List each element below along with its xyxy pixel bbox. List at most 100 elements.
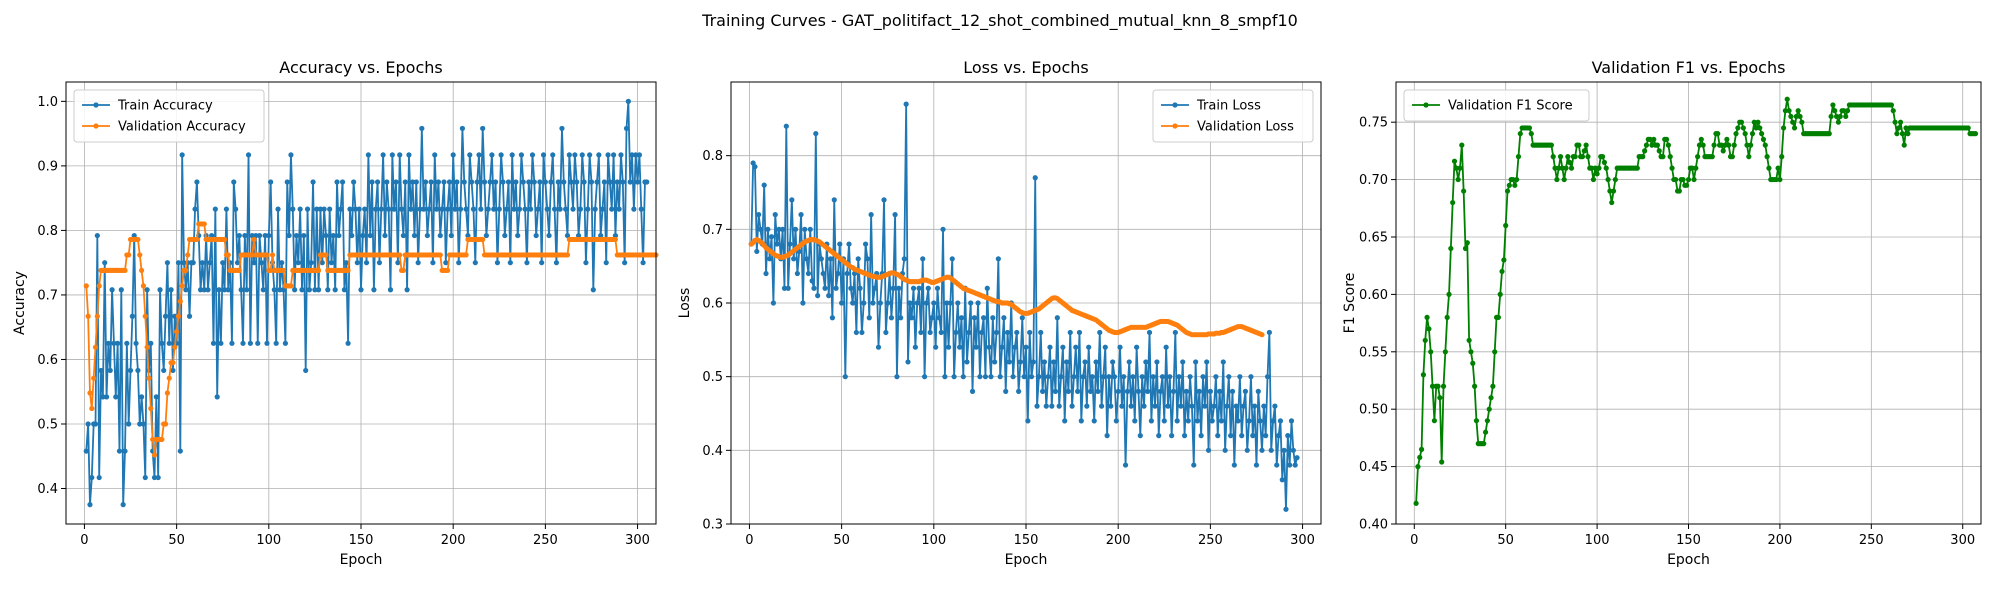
data-point [1218,418,1225,424]
data-point [1470,360,1476,366]
x-tick-label: 300 [1950,533,1975,548]
data-point [356,206,362,212]
x-tick-label: 250 [533,533,558,548]
data-point [592,206,598,212]
data-point [1054,315,1060,321]
x-axis-label: Epoch [1667,552,1710,568]
data-point [1786,108,1792,114]
data-point [339,179,346,185]
data-point [137,252,143,258]
data-point [905,359,911,365]
data-point [92,421,99,427]
data-point [1610,188,1617,194]
data-point [175,260,182,266]
data-point [929,315,935,321]
data-point [1605,176,1611,183]
data-point [1676,188,1682,194]
x-tick-label: 50 [168,533,185,548]
x-tick-label: 200 [441,533,466,548]
data-point [410,179,416,185]
data-point [397,152,403,158]
data-point [417,206,423,212]
data-point [1612,176,1618,183]
data-point [1720,148,1726,154]
data-point [945,344,952,350]
data-point [435,179,442,185]
data-point [1122,462,1129,468]
data-point [83,283,89,289]
x-tick-label: 100 [921,533,946,548]
data-point [109,287,115,293]
data-point [220,260,226,266]
data-point [964,359,970,365]
data-point [1755,119,1761,125]
data-point [1084,403,1090,409]
y-tick-label: 0.4 [37,482,58,497]
data-point [242,232,248,239]
data-point [1032,175,1038,181]
data-point [183,287,189,293]
x-tick-label: 300 [1290,533,1315,548]
data-point [1795,108,1801,114]
data-point [616,206,622,212]
data-point [1501,257,1507,263]
data-point [528,206,534,212]
data-point [301,232,307,239]
data-point [476,152,482,158]
data-point [1132,418,1138,424]
data-point [1784,96,1790,102]
data-point [1030,359,1036,365]
data-point [638,206,644,212]
data-point [1167,374,1173,380]
data-point [842,374,848,380]
data-point [1643,142,1650,148]
data-point [789,197,795,203]
data-point [835,270,841,277]
data-point [345,340,351,346]
data-point [1209,418,1215,424]
data-point [1283,506,1289,512]
data-point [144,287,150,293]
data-point [430,260,436,266]
data-point [332,287,338,293]
x-tick-label: 50 [833,533,850,548]
data-point [791,256,797,262]
data-point [323,232,329,239]
data-point [256,232,263,239]
legend-box [1152,89,1314,143]
data-point [1841,108,1847,114]
data-point [1740,125,1746,131]
data-point [164,260,171,266]
data-point [1698,136,1704,142]
data-point [463,252,469,258]
data-point [1185,418,1191,424]
data-point [253,232,259,239]
data-point [1766,165,1772,171]
data-point [1896,125,1902,131]
data-point [999,344,1005,350]
data-point [349,232,355,239]
data-point [433,206,440,212]
legend-box [1403,89,1590,122]
data-point [1157,388,1164,394]
data-point [172,344,178,350]
data-point [365,152,371,158]
data-point [504,206,510,212]
y-tick-label: 0.8 [702,149,723,164]
data-point [588,179,595,185]
data-point [802,226,808,232]
data-point [1826,131,1832,137]
chart-title: Accuracy vs. Epochs [279,58,442,77]
data-point [776,226,782,232]
legend-marker [1172,102,1178,108]
data-point [1790,119,1796,125]
data-point [1075,388,1081,394]
data-point [1143,359,1149,365]
data-point [1512,182,1518,188]
data-point [268,179,274,185]
data-point [148,340,154,346]
data-point [1835,119,1842,125]
data-point [984,285,990,291]
series-train-loss [748,101,1300,512]
